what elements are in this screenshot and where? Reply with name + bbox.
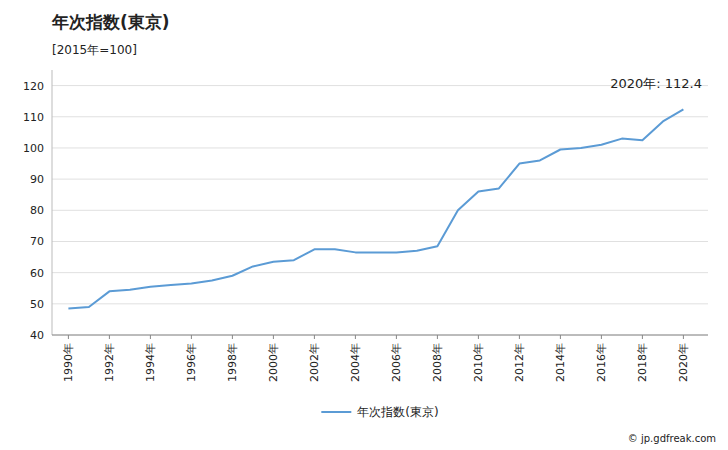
plot-area — [68, 109, 683, 308]
y-tick-label: 90 — [30, 173, 44, 186]
x-tick — [314, 335, 315, 339]
y-tick-label: 110 — [23, 111, 44, 124]
grid-line — [52, 147, 708, 148]
x-tick-label: 2006年 — [390, 343, 403, 382]
y-tick-label: 40 — [30, 329, 44, 342]
x-tick-label: 2014年 — [554, 343, 567, 382]
y-axis-line — [52, 70, 53, 335]
x-tick — [437, 335, 438, 339]
x-tick — [232, 335, 233, 339]
x-tick-label: 2016年 — [595, 343, 608, 382]
x-tick — [560, 335, 561, 339]
x-tick — [683, 335, 684, 339]
legend-label: 年次指数(東京) — [357, 405, 438, 419]
y-tick-label: 100 — [23, 142, 44, 155]
y-tick-label: 50 — [30, 298, 44, 311]
x-tick-label: 2002年 — [308, 343, 321, 382]
x-tick-label: 1992年 — [103, 343, 116, 382]
x-tick-label: 2020年 — [677, 343, 690, 382]
x-tick-label: 2010年 — [472, 343, 485, 382]
x-tick-label: 1996年 — [185, 343, 198, 382]
title: 年次指数(東京) — [51, 12, 170, 32]
grid-line — [52, 272, 708, 273]
y-tick-label: 120 — [23, 80, 44, 93]
x-tick-label: 2018年 — [636, 343, 649, 382]
x-tick-label: 2012年 — [513, 343, 526, 382]
y-tick-label: 60 — [30, 267, 44, 280]
x-tick — [191, 335, 192, 339]
y-tick-label: 70 — [30, 235, 44, 248]
x-tick — [601, 335, 602, 339]
x-tick-label: 1994年 — [144, 343, 157, 382]
subtitle: [2015年=100] — [52, 43, 137, 57]
x-tick — [396, 335, 397, 339]
chart-container: 年次指数(東京) [2015年=100] 40 50 60 70 80 90 100 110 120… — [0, 0, 728, 450]
grid-line — [52, 303, 708, 304]
x-tick-label: 2004年 — [349, 343, 362, 382]
legend-swatch — [321, 411, 351, 413]
chart-svg: 年次指数(東京) [2015年=100] 40 50 60 70 80 90 100 110 120… — [0, 0, 728, 450]
y-grid: 40 50 60 70 80 90 100 110 120 — [23, 80, 708, 342]
x-tick-label: 1990年 — [62, 343, 75, 382]
legend: 年次指数(東京) — [321, 405, 438, 419]
watermark: © jp.gdfreak.com — [628, 433, 716, 444]
grid-line — [52, 179, 708, 180]
x-axis: 1990年 1992年 1994年 1996年 1998年 2000年 2002年 2004年… — [62, 335, 690, 382]
x-tick-label: 2000年 — [267, 343, 280, 382]
x-tick — [273, 335, 274, 339]
grid-line — [52, 241, 708, 242]
x-tick — [109, 335, 110, 339]
x-tick — [519, 335, 520, 339]
annotation: 2020年: 112.4 — [610, 76, 702, 91]
x-tick-label: 2008年 — [431, 343, 444, 382]
x-tick — [150, 335, 151, 339]
x-tick — [642, 335, 643, 339]
x-tick — [478, 335, 479, 339]
grid-line — [52, 116, 708, 117]
grid-line — [52, 210, 708, 211]
x-tick — [355, 335, 356, 339]
y-tick-label: 80 — [30, 204, 44, 217]
series-line — [68, 109, 683, 308]
x-tick-label: 1998年 — [226, 343, 239, 382]
x-tick — [68, 335, 69, 339]
